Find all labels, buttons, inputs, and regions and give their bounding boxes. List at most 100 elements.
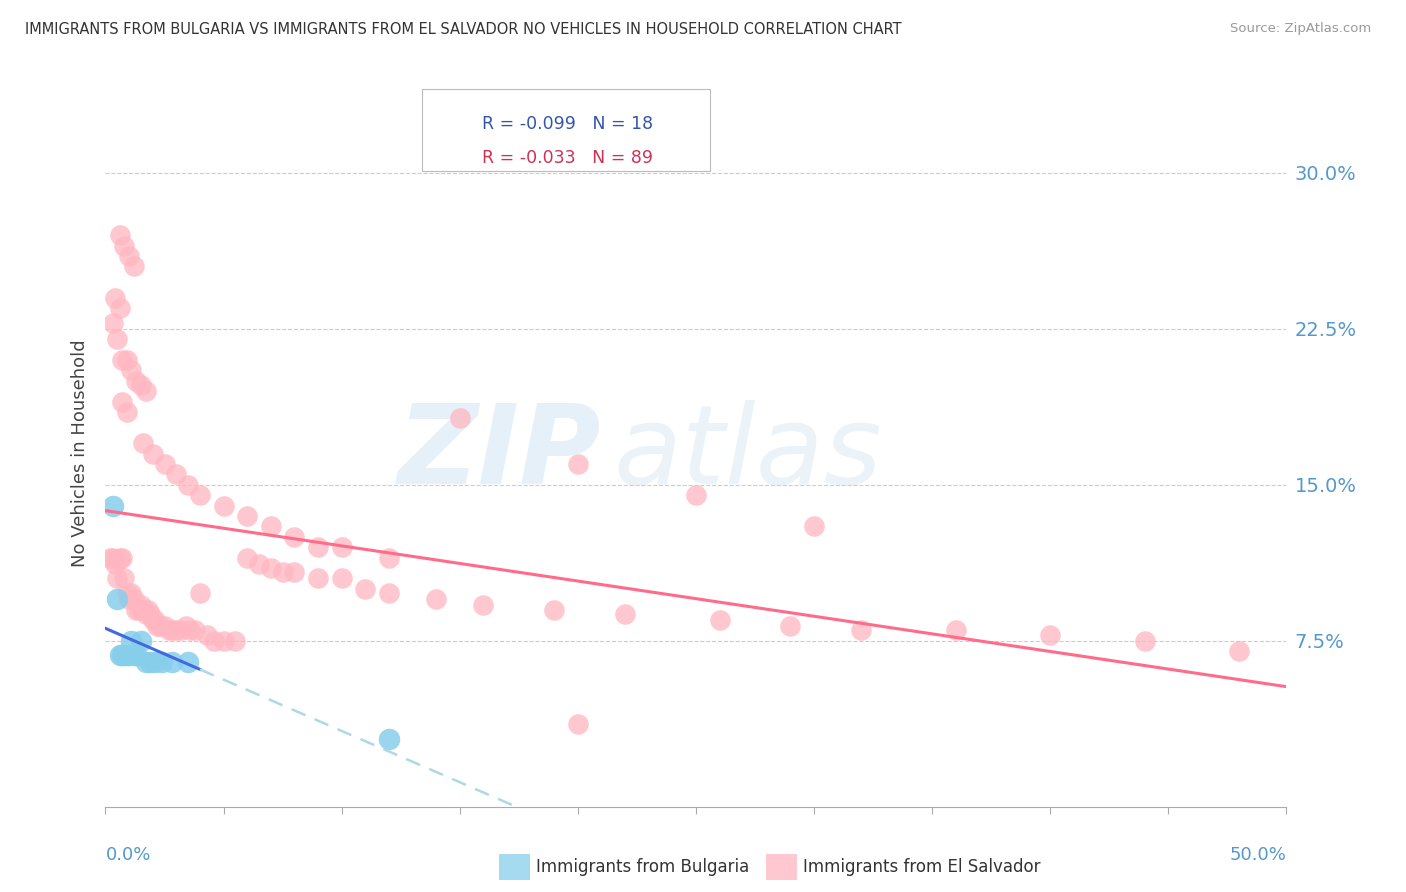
Point <box>378 550 401 565</box>
Point <box>188 488 211 502</box>
Point <box>112 571 135 585</box>
Point <box>202 633 225 648</box>
Point <box>307 571 329 585</box>
Point <box>271 565 294 579</box>
Point <box>177 655 200 669</box>
Point <box>945 624 967 638</box>
Point <box>567 717 589 731</box>
Point <box>120 633 142 648</box>
Point <box>685 488 707 502</box>
Point <box>111 394 134 409</box>
Point <box>330 540 353 554</box>
Text: Immigrants from El Salvador: Immigrants from El Salvador <box>803 858 1040 876</box>
Point <box>851 624 873 638</box>
Point <box>150 655 173 669</box>
Point <box>115 586 138 600</box>
Text: atlas: atlas <box>613 401 882 507</box>
Point <box>260 561 283 575</box>
Text: IMMIGRANTS FROM BULGARIA VS IMMIGRANTS FROM EL SALVADOR NO VEHICLES IN HOUSEHOLD: IMMIGRANTS FROM BULGARIA VS IMMIGRANTS F… <box>25 22 901 37</box>
Point <box>139 607 162 621</box>
Point <box>98 550 121 565</box>
Point <box>120 586 142 600</box>
Point <box>330 571 353 585</box>
Point <box>803 519 825 533</box>
Point <box>157 624 180 638</box>
Point <box>135 384 157 399</box>
Text: ZIP: ZIP <box>398 401 602 507</box>
Point <box>108 301 131 315</box>
Point <box>129 633 152 648</box>
Point <box>142 613 165 627</box>
Point <box>118 249 141 263</box>
Point <box>122 260 145 274</box>
Point <box>247 557 270 571</box>
Point <box>115 648 138 663</box>
Point <box>449 411 471 425</box>
Point <box>283 530 305 544</box>
Point <box>212 633 235 648</box>
Point <box>160 624 183 638</box>
Point <box>170 624 193 638</box>
Text: Immigrants from Bulgaria: Immigrants from Bulgaria <box>536 858 749 876</box>
Point <box>236 550 259 565</box>
Point <box>160 655 183 669</box>
Point <box>184 624 207 638</box>
Point <box>128 602 150 616</box>
Point <box>115 405 138 419</box>
Point <box>104 291 127 305</box>
Point <box>174 619 197 633</box>
Point <box>146 619 169 633</box>
Point <box>153 619 176 633</box>
Text: R = -0.033   N = 89: R = -0.033 N = 89 <box>482 149 654 167</box>
Point <box>195 627 218 641</box>
Point <box>283 565 305 579</box>
Point <box>779 619 801 633</box>
Point <box>709 613 731 627</box>
Point <box>567 457 589 471</box>
Point <box>425 592 447 607</box>
Point <box>115 353 138 368</box>
Point <box>125 602 148 616</box>
Point <box>112 648 135 663</box>
Point <box>1227 644 1250 658</box>
Point <box>143 613 166 627</box>
Point <box>105 571 128 585</box>
Text: R = -0.099   N = 18: R = -0.099 N = 18 <box>482 115 654 133</box>
Point <box>104 557 127 571</box>
Point <box>543 602 565 616</box>
Point <box>101 316 124 330</box>
Point <box>108 228 131 243</box>
Point <box>105 332 128 346</box>
Point <box>212 499 235 513</box>
Point <box>111 550 134 565</box>
Point <box>122 592 145 607</box>
Point <box>149 619 172 633</box>
Point <box>224 633 246 648</box>
Point <box>120 363 142 377</box>
Point <box>101 499 124 513</box>
Point <box>165 624 187 638</box>
Point <box>105 592 128 607</box>
Point <box>165 467 187 482</box>
Text: Source: ZipAtlas.com: Source: ZipAtlas.com <box>1230 22 1371 36</box>
Point <box>122 648 145 663</box>
Point <box>307 540 329 554</box>
Point <box>143 655 166 669</box>
Point <box>260 519 283 533</box>
Text: 50.0%: 50.0% <box>1230 847 1286 864</box>
Point <box>153 457 176 471</box>
Point <box>101 550 124 565</box>
Point <box>108 550 131 565</box>
Point <box>614 607 637 621</box>
Point <box>132 602 155 616</box>
Point <box>236 508 259 523</box>
Point <box>354 582 377 596</box>
Point <box>125 648 148 663</box>
Point <box>139 655 162 669</box>
Point <box>142 446 165 460</box>
Y-axis label: No Vehicles in Household: No Vehicles in Household <box>72 340 90 567</box>
Point <box>129 599 152 613</box>
Point <box>112 238 135 252</box>
Point <box>378 586 401 600</box>
Point <box>179 624 201 638</box>
